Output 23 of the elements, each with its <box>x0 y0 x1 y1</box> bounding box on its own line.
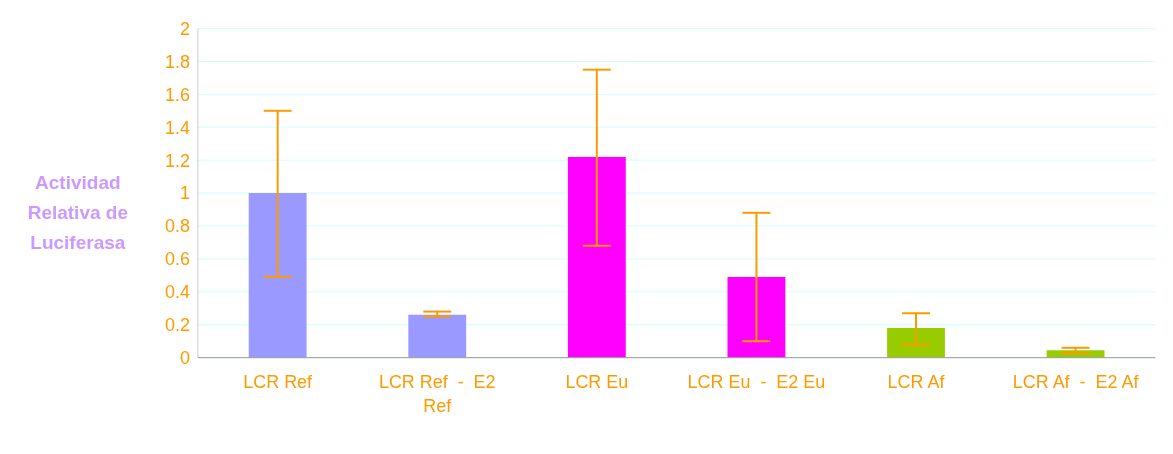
y-tick-label: 0.4 <box>164 282 190 303</box>
bar <box>248 193 307 358</box>
x-tick-label: LCR Ref <box>242 371 313 392</box>
x-tick-label: LCR Eu - E2 Eu <box>687 371 825 392</box>
y-tick-label: 0 <box>179 348 190 369</box>
bar <box>727 277 785 358</box>
x-tick-label: LCR Af <box>887 371 946 392</box>
x-tick-label: LCR Ref - E2 Ref <box>378 371 496 416</box>
y-tick-label: 0.2 <box>164 315 190 336</box>
y-tick-label: 2 <box>179 18 190 39</box>
x-tick-label: LCR Af - E2 Af <box>1012 371 1140 392</box>
bar <box>567 156 626 358</box>
bar <box>407 314 466 358</box>
y-tick-label: 1 <box>179 183 190 204</box>
y-tick-label: 0.8 <box>164 216 190 237</box>
y-tick-label: 0.6 <box>164 249 190 270</box>
y-tick-label: 1.6 <box>164 84 190 105</box>
y-tick-label: 1.4 <box>164 117 190 138</box>
y-axis-title: Actividad Relativa de Luciferasa <box>26 171 129 255</box>
y-tick-label: 1.2 <box>164 150 190 171</box>
bar <box>886 328 945 358</box>
y-tick-label: 1.8 <box>164 51 190 72</box>
x-tick-label: LCR Eu <box>565 371 628 392</box>
